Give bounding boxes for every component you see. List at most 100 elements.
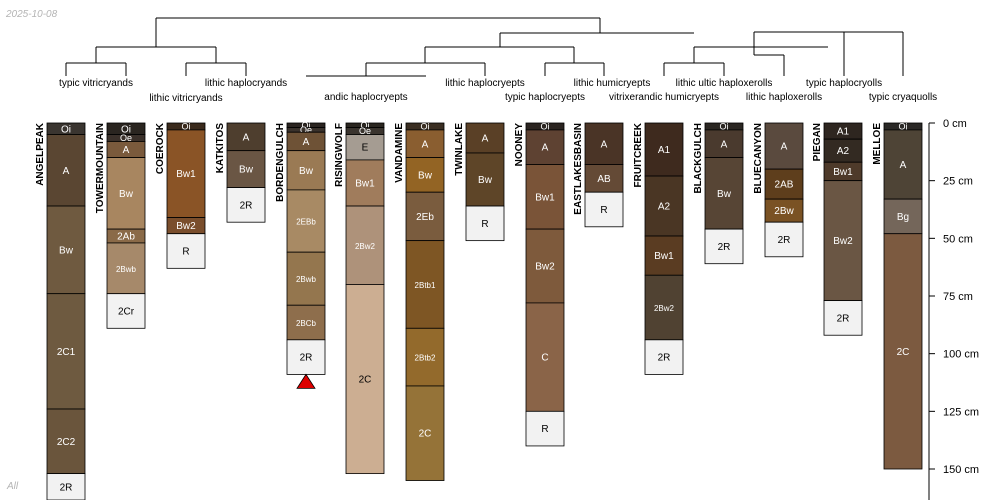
profile-name-piegan: PIEGAN xyxy=(812,123,823,161)
horizon-label: 2C1 xyxy=(57,347,76,358)
horizon-label: A xyxy=(303,137,310,148)
horizon-label: A xyxy=(482,133,489,144)
horizon-nooney-c xyxy=(525,302,565,412)
horizon-label: Bw2 xyxy=(176,221,196,232)
horizon-coerock-bw1 xyxy=(166,129,206,218)
horizon-label: A xyxy=(63,166,70,177)
horizon-label: 2Eb xyxy=(416,212,434,223)
profile-name-nooney: NOONEY xyxy=(514,123,525,167)
horizon-label: Oi xyxy=(720,121,729,131)
depth-tick-label: 75 cm xyxy=(943,291,973,303)
horizon-label: 2AB xyxy=(775,180,794,191)
horizon-label: Bw xyxy=(239,165,254,176)
horizon-label: Bw1 xyxy=(355,178,375,189)
horizon-label: 2BCb xyxy=(296,319,317,328)
horizon-fruitcreek-bw1 xyxy=(644,235,684,276)
horizon-label: C xyxy=(541,353,548,364)
taxon-label: lithic haplocryands xyxy=(205,78,287,89)
horizon-label: 2R xyxy=(837,313,850,324)
horizon-bordengulch-2ebb xyxy=(286,189,326,253)
horizon-coerock-r xyxy=(166,233,206,269)
horizon-nooney-bw1 xyxy=(525,164,565,230)
horizon-label: A2 xyxy=(658,202,671,213)
taxon-label: lithic vitricryands xyxy=(149,93,222,104)
horizon-label: E xyxy=(362,143,369,154)
horizon-bluecanyon-2ab xyxy=(764,168,804,200)
horizon-vandamine-2btb2 xyxy=(405,327,445,387)
horizon-angelpeak-2r xyxy=(46,473,86,500)
horizon-label: 2Btb1 xyxy=(415,281,436,290)
horizon-piegan-2r xyxy=(823,300,863,336)
horizon-fruitcreek-2r xyxy=(644,339,684,375)
horizon-label: Oi xyxy=(541,121,550,131)
depth-tick-label: 25 cm xyxy=(943,176,973,188)
horizon-bordengulch-2bcb xyxy=(286,304,326,341)
horizon-bordengulch-2r xyxy=(286,339,326,375)
profile-name-risingwolf: RISINGWOLF xyxy=(334,123,345,187)
horizon-label: Oi xyxy=(421,121,430,131)
horizon-label: Oi xyxy=(302,120,311,130)
taxon-label: lithic haploxerolls xyxy=(746,92,822,103)
horizon-label: 2R xyxy=(300,353,313,364)
horizon-bluecanyon-a xyxy=(764,122,804,170)
profile-name-twinlake: TWINLAKE xyxy=(454,123,465,176)
horizon-label: 2Bw2 xyxy=(654,304,675,313)
taxon-label: typic cryaquolls xyxy=(869,92,937,103)
horizon-label: 2Bw xyxy=(774,206,794,217)
taxon-label: vitrixerandic humicryepts xyxy=(609,92,719,103)
horizon-fruitcreek-a2 xyxy=(644,175,684,237)
profile-name-angelpeak: ANGELPEAK xyxy=(35,122,46,186)
horizon-label: Bw2 xyxy=(535,262,555,273)
horizon-eastlakesbasin-a xyxy=(584,122,624,165)
horizon-label: R xyxy=(481,219,488,230)
horizon-fruitcreek-2bw2 xyxy=(644,274,684,341)
horizon-label: AB xyxy=(597,174,611,185)
horizon-label: Bg xyxy=(897,212,909,223)
scope-label: All xyxy=(7,481,19,492)
horizon-angelpeak-2c2 xyxy=(46,408,86,475)
horizon-label: Bw xyxy=(418,170,433,181)
horizon-label: Bw xyxy=(119,189,134,200)
horizon-label: 2Bwb xyxy=(116,265,137,274)
horizon-vandamine-2btb1 xyxy=(405,240,445,329)
horizon-label: A xyxy=(243,132,250,143)
horizon-label: Oi xyxy=(121,124,131,135)
horizon-angelpeak-bw xyxy=(46,205,86,295)
horizon-label: Bw xyxy=(299,166,314,177)
horizon-label: 2Ab xyxy=(117,232,135,243)
horizon-katkitos-2r xyxy=(226,187,266,223)
horizon-twinlake-a xyxy=(465,122,505,154)
horizon-label: A1 xyxy=(658,145,671,156)
horizon-label: A xyxy=(721,139,728,150)
horizon-piegan-bw2 xyxy=(823,180,863,302)
horizon-label: A xyxy=(422,139,429,150)
horizon-katkitos-a xyxy=(226,122,266,152)
horizon-blackgulch-2r xyxy=(704,228,744,265)
horizon-label: 2R xyxy=(778,235,791,246)
horizon-label: A xyxy=(601,139,608,150)
horizon-nooney-bw2 xyxy=(525,228,565,304)
horizon-label: R xyxy=(182,247,189,258)
horizon-label: Oe xyxy=(300,125,312,135)
taxon-label: typic haplocryolls xyxy=(806,78,882,89)
depth-tick-label: 100 cm xyxy=(943,349,979,361)
horizon-label: Bw xyxy=(717,189,732,200)
taxon-label: lithic ultic haploxerolls xyxy=(676,78,773,89)
horizon-label: Oi xyxy=(899,121,908,131)
depth-tick-label: 150 cm xyxy=(943,464,979,476)
profile-name-blackgulch: BLACKGULCH xyxy=(693,123,704,194)
profile-name-coerock: COEROCK xyxy=(155,122,166,174)
taxon-label: lithic haplocryepts xyxy=(445,78,524,89)
horizon-risingwolf-e xyxy=(345,134,385,161)
horizon-eastlakesbasin-r xyxy=(584,191,624,228)
horizon-blackgulch-bw xyxy=(704,157,744,230)
horizon-label: 2Btb2 xyxy=(415,354,436,363)
horizon-label: Oi xyxy=(361,120,370,130)
horizon-towermountain-2cr xyxy=(106,293,146,329)
horizon-vandamine-2c xyxy=(405,385,445,481)
horizon-risingwolf-2c xyxy=(345,284,385,475)
horizon-label: Oe xyxy=(359,126,371,136)
horizon-label: R xyxy=(541,424,548,435)
profile-name-melloe: MELLOE xyxy=(872,123,883,165)
